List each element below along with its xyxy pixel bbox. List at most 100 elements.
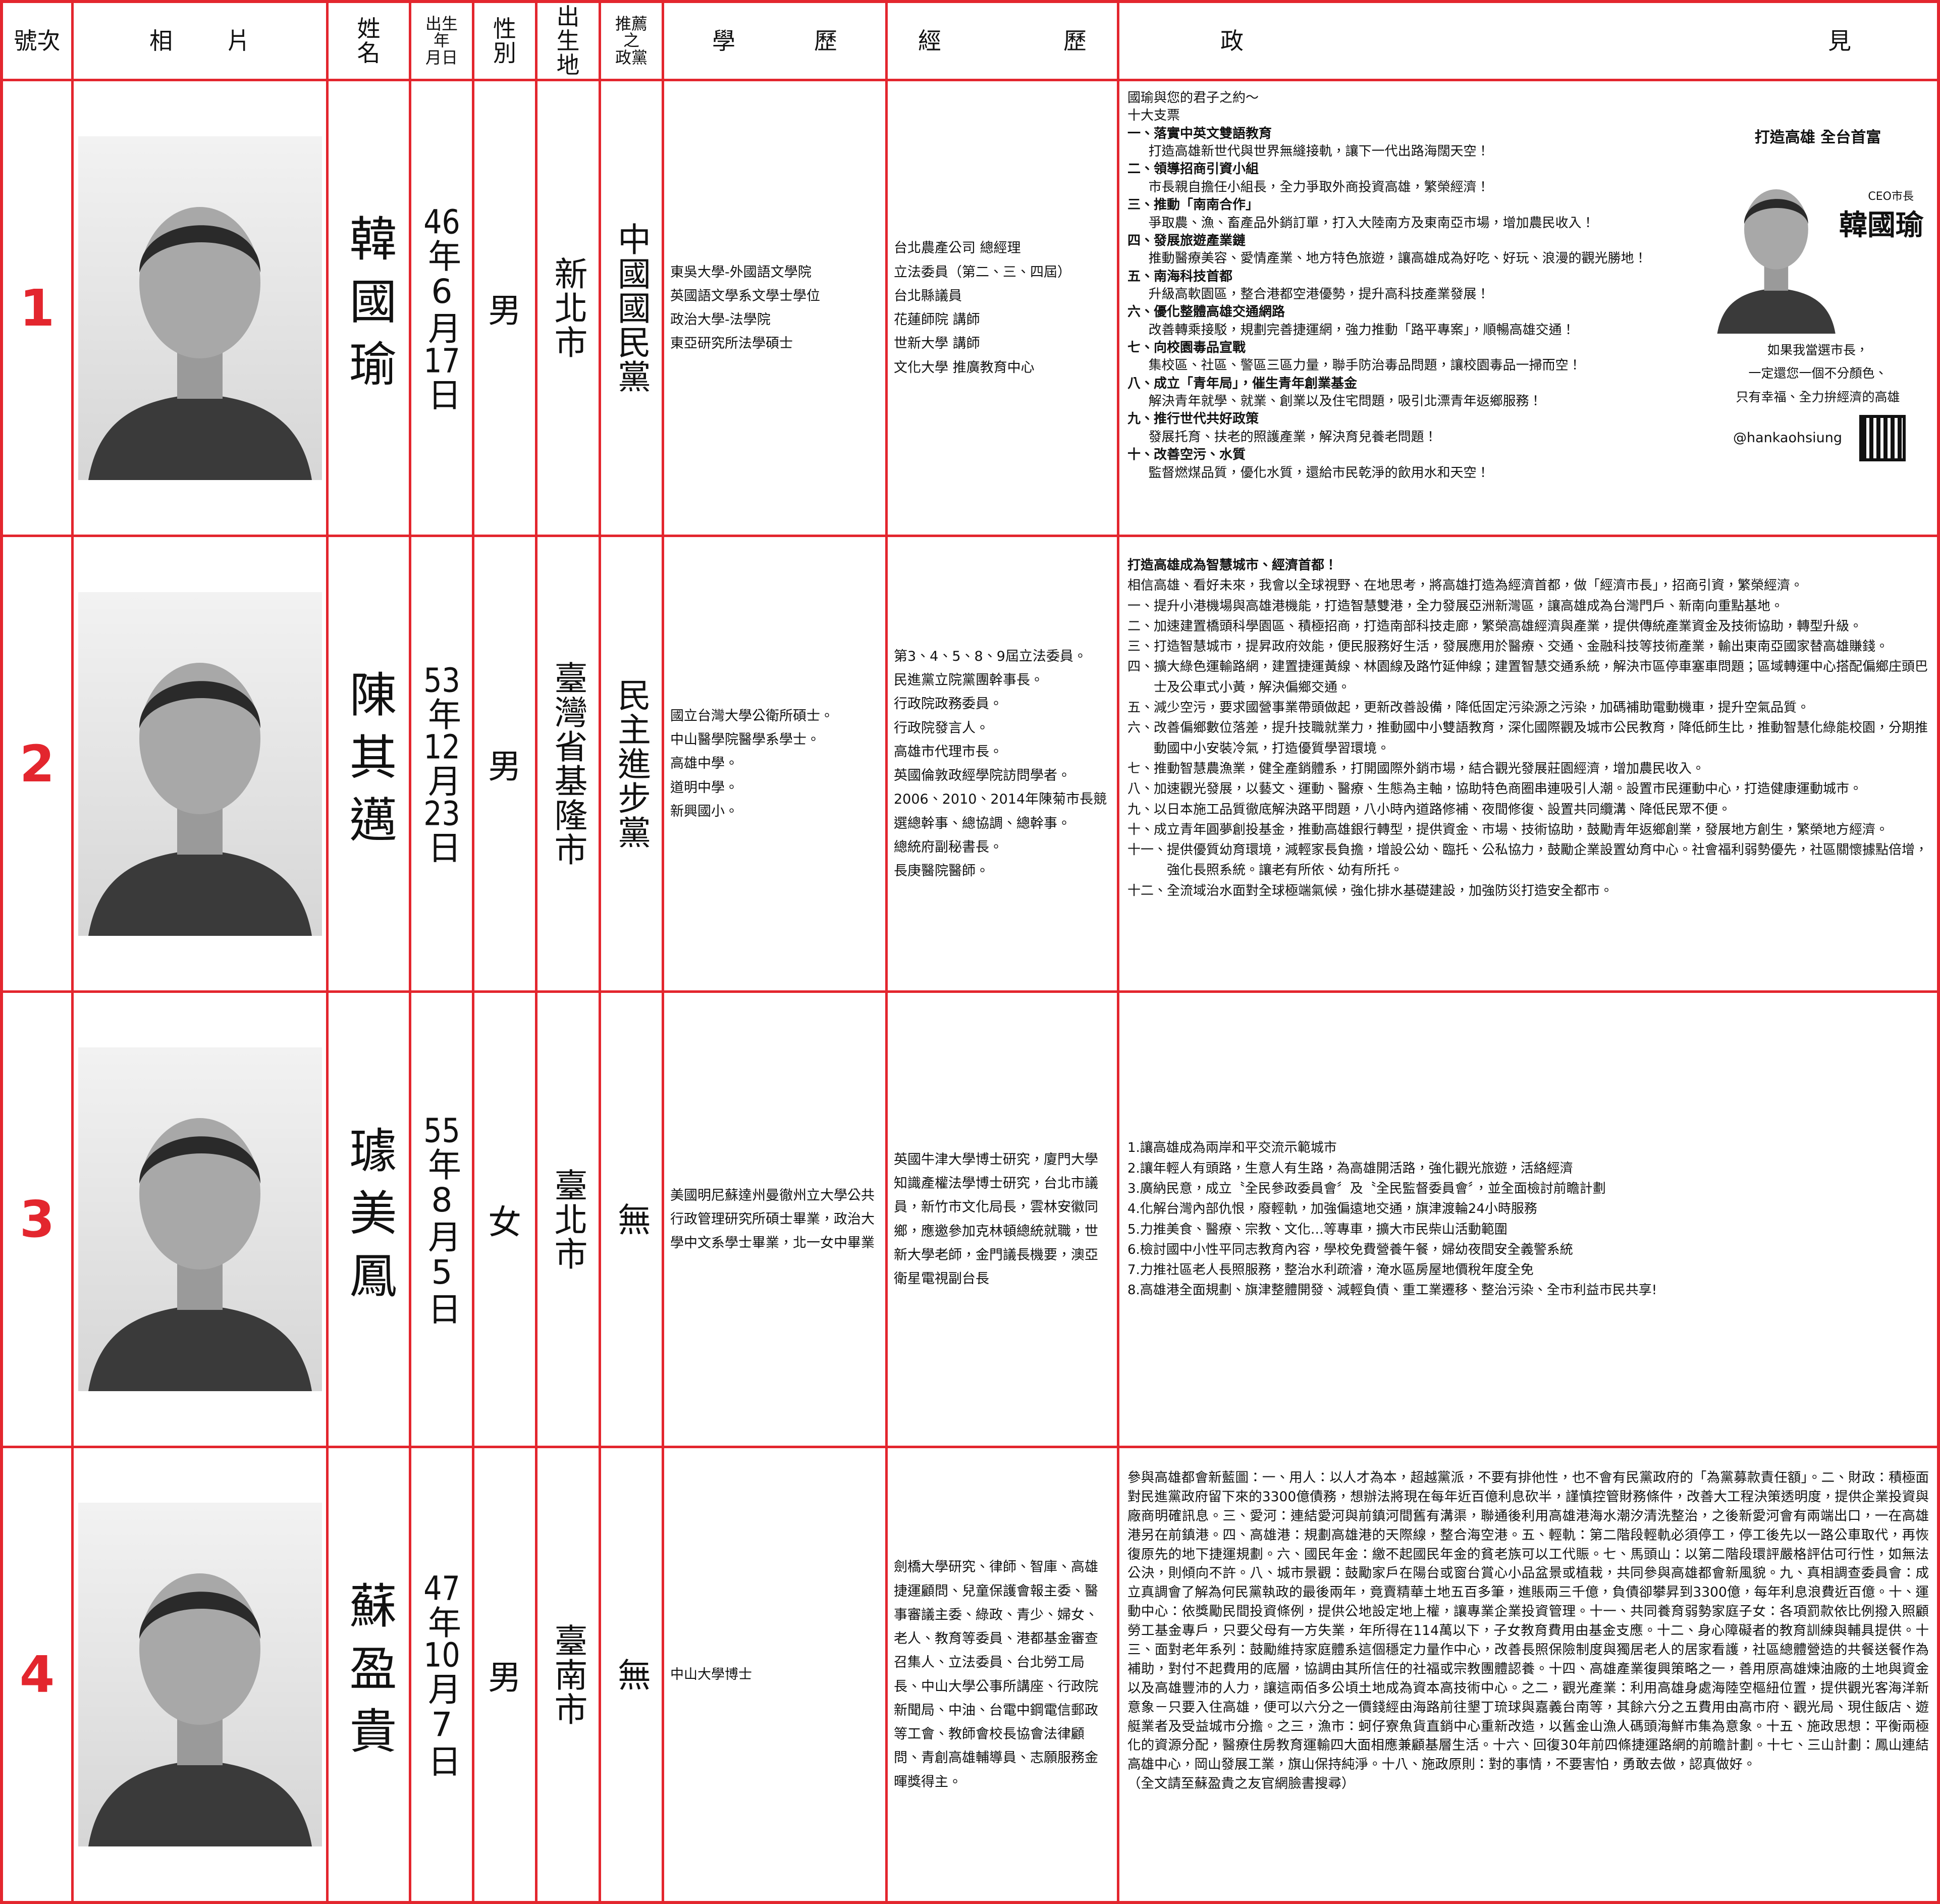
platform-item: 6.檢討國中小性平同志教育內容，學校免費營養午餐，婦幼夜間安全義警系統	[1127, 1242, 1573, 1257]
platform-item: 十一、提供優質幼育環境，減輕家長負擔，增設公幼、臨托、公私協力，鼓勵企業設置幼育…	[1127, 842, 1928, 878]
header-label: 學歷	[664, 27, 885, 55]
platform-heading: 八、成立「青年局」，催生青年創業基金	[1127, 376, 1358, 391]
platform-detail: 市長親自擔任小組長，全力爭取外商投資高雄，繁榮經濟！	[1148, 179, 1490, 195]
platform-detail: 解決青年就學、就業、創業以及住宅問題，吸引北漂青年返鄉服務！	[1148, 394, 1542, 409]
platform-detail: 爭取農、漁、畜產品外銷訂單，打入大陸南方及東南亞市場，增加農民收入！	[1148, 215, 1595, 231]
shoulders	[88, 1760, 312, 1846]
birthplace-cell: 臺北市	[537, 993, 599, 1446]
photo-figure	[1717, 189, 1836, 334]
header-cell: 姓 名	[329, 3, 409, 79]
education-item: 國立台灣大學公衛所碩士。	[670, 708, 834, 724]
char: 學	[712, 27, 735, 55]
experience-cell: 英國牛津大學博士研究，廈門大學知識產權法學博士研究，台北市議員，新竹市文化局長，…	[888, 993, 1117, 1446]
party: 無	[612, 1202, 651, 1237]
poster-image: CEO市長 韓國瑜	[1712, 152, 1924, 334]
platform-item: 三、打造智慧城市，提昇政府效能，便民服務好生活，發展應用於醫療、交通、金融科技等…	[1127, 639, 1889, 655]
sex: 男	[488, 291, 521, 330]
candidate-photo	[78, 1503, 322, 1846]
experience-item: 英國倫敦政經學院訪問學者。	[894, 768, 1071, 783]
header-label: 姓 名	[357, 15, 381, 67]
birthplace: 新北市	[549, 256, 588, 359]
experience-item: 行政院政務委員。	[894, 696, 1003, 712]
poster-message-line: 如果我當選市長，	[1767, 343, 1868, 357]
platform-heading: 五、南海科技首都	[1127, 269, 1233, 284]
poster-headline: 打造高雄 全台首富	[1754, 129, 1881, 146]
header-label: 性 別	[493, 15, 516, 67]
candidate-photo	[78, 592, 322, 936]
birth-date: 53年12月23日	[422, 664, 461, 864]
platform-heading: 六、優化整體高雄交通網路	[1127, 304, 1285, 320]
experience-item: 台北農產公司 總經理	[894, 240, 1021, 256]
platform-item: 十、成立青年圓夢創投基金，推動高雄銀行轉型，提供資金、市場、技術協助，鼓勵青年返…	[1127, 822, 1889, 837]
birthplace: 臺灣省基隆市	[549, 661, 588, 867]
birthplace: 臺北市	[549, 1168, 588, 1271]
education-cell: 中山大學博士	[664, 1448, 885, 1901]
platform-heading: 四、發展旅遊產業鏈	[1127, 233, 1246, 248]
education-list: 國立台灣大學公衛所碩士。 中山醫學院醫學系學士。 高雄中學。 道明中學。 新興國小。	[664, 704, 885, 823]
poster-message-line: 只有幸福、全力拚經濟的高雄	[1736, 389, 1900, 404]
number-cell: 4	[3, 1448, 71, 1901]
poster-name: 韓國瑜	[1839, 208, 1924, 242]
birth-date: 55年8月5日	[422, 1114, 461, 1325]
platform-item: 四、擴大綠色運輸路網，建置捷運黃線、林園線及路竹延伸線；建置智慧交通系統，解決市…	[1127, 659, 1928, 695]
experience-item: 台北縣議員	[894, 288, 962, 304]
birthplace-cell: 新北市	[537, 81, 599, 535]
education-item: 東吳大學-外國語文學院	[670, 264, 812, 280]
platform-item: 1.讓高雄成為兩岸和平交流示範城市	[1127, 1140, 1337, 1156]
sex-cell: 女	[474, 993, 535, 1446]
photo-figure	[88, 206, 312, 480]
experience-item: 第3、4、5、8、9屆立法委員。	[894, 648, 1087, 664]
birth-cell: 47年10月7日	[411, 1448, 472, 1901]
poster-message: 如果我當選市長， 一定還您一個不分顏色、 只有幸福、全力拚經濟的高雄	[1736, 339, 1900, 409]
platform-text: 參與高雄都會新藍圖：一、用人：以人才為本，超越黨派，不要有排他性，也不會有民黨政…	[1127, 1468, 1929, 1793]
candidate-photo	[78, 136, 322, 480]
header-cell: 推薦 之 政黨	[601, 3, 662, 79]
hair	[139, 1136, 260, 1184]
sex: 男	[488, 747, 521, 786]
education-item: 中山大學博士	[670, 1666, 752, 1682]
experience-item: 高雄市代理市長。	[894, 744, 1003, 760]
hair	[1744, 199, 1808, 224]
shoulders	[1717, 288, 1836, 334]
char: 經	[918, 27, 941, 55]
candidate-name: 蘇盈貴	[341, 1580, 397, 1769]
birthplace: 臺南市	[549, 1623, 588, 1726]
sex-cell: 男	[474, 81, 535, 535]
campaign-poster: 打造高雄 全台首富 CEO市長 韓國瑜 如果我當選市長， 一定還您一個不分顏色、 只有幸福…	[1707, 89, 1929, 482]
platform-detail: 推動醫療美容、愛情產業、地方特色旅遊，讓高雄成為好吃、好玩、浪漫的觀光勝地！	[1148, 251, 1647, 267]
platform-item: 五、減少空污，要求國營事業帶頭做起，更新改善設備，降低固定污染源之污染，加碼補助…	[1127, 700, 1810, 716]
experience-item: 文化大學 推廣教育中心	[894, 359, 1035, 376]
birth-date: 47年10月7日	[422, 1572, 461, 1777]
candidate-number: 2	[19, 734, 55, 794]
header-label: 號次	[14, 27, 61, 55]
shoulders	[88, 393, 312, 480]
digits: 53	[423, 664, 460, 697]
name-cell: 璩美鳳	[329, 993, 409, 1446]
digits: 47	[423, 1572, 460, 1605]
name-cell: 陳其邁	[329, 537, 409, 990]
poster-handle: @hankaohsiung	[1733, 430, 1843, 446]
platform-cell: 國瑜與您的君子之約～ 十大支票 一、落實中英文雙語教育 打造高雄新世代與世界無縫接軌，…	[1119, 81, 1937, 535]
platform-heading: 二、領導招商引資小組	[1127, 162, 1259, 177]
platform-item: 十二、全流域治水面對全球極端氣候，強化排水基礎建設，加強防災打造安全都市。	[1127, 883, 1613, 898]
platform-item: 2.讓年輕人有頭路，生意人有生路，為高雄開活路，強化觀光旅遊，活絡經濟	[1127, 1160, 1573, 1176]
platform-note: （全文請至蘇盈貴之友官網臉書搜尋）	[1127, 1776, 1355, 1792]
platform-detail: 集校區、社區、警區三區力量，聯手防治毒品問題，讓校園毒品一掃而空！	[1148, 358, 1582, 374]
header-label: 出生 年 月日	[425, 14, 458, 67]
education-cell: 美國明尼蘇達州曼徹州立大學公共行政管理研究所碩士畢業，政治大學中文系學士畢業，北…	[664, 993, 885, 1446]
qr-code	[1859, 414, 1906, 461]
char: 片	[227, 27, 250, 55]
poster-footer: @hankaohsiung	[1733, 414, 1906, 461]
header-cell: 經歷	[888, 3, 1117, 79]
education-item: 高雄中學。	[670, 756, 738, 772]
education-cell: 東吳大學-外國語文學院 英國語文學系文學士學位 政治大學-法學院 東亞研究所法學碩士	[664, 81, 885, 535]
header-label: 相片	[74, 27, 326, 55]
digits: 17	[423, 344, 460, 378]
header-cell: 號次	[3, 3, 71, 79]
header-cell: 政見	[1119, 3, 1937, 79]
photo-cell	[74, 993, 326, 1446]
platform-heading: 九、推行世代共好政策	[1127, 411, 1259, 427]
platform-cell: 打造高雄成為智慧城市、經濟首都！ 相信高雄、看好未來，我會以全球視野、在地思考，將…	[1119, 537, 1937, 990]
char: 見	[1828, 27, 1851, 55]
education-cell: 國立台灣大學公衛所碩士。 中山醫學院醫學系學士。 高雄中學。 道明中學。 新興國小。	[664, 537, 885, 990]
